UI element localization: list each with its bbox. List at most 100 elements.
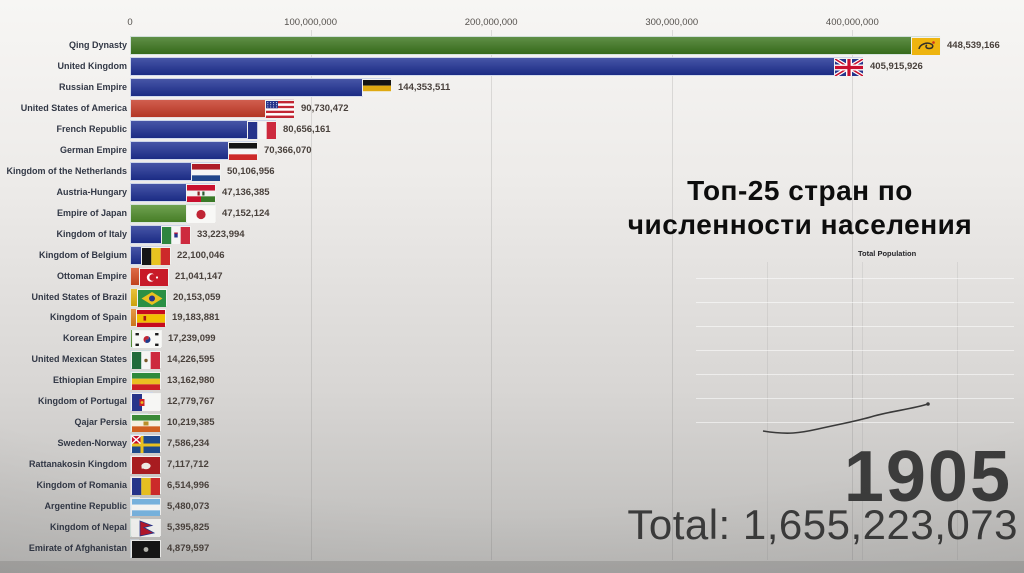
austria-hungary-flag-icon — [186, 184, 216, 202]
bar-row: Ottoman Empire 21,041,147 — [0, 267, 1024, 286]
population-value: 20,153,059 — [173, 292, 221, 303]
belgium-flag-icon — [141, 247, 171, 265]
population-value: 22,100,046 — [177, 250, 225, 261]
inset-gridline — [696, 278, 1014, 279]
population-value: 50,106,956 — [227, 166, 275, 177]
german-empire-flag-icon — [228, 142, 258, 160]
country-label: Qing Dynasty — [68, 40, 127, 50]
population-value: 47,152,124 — [222, 208, 270, 219]
united-kingdom-flag-icon — [834, 58, 864, 76]
qing-dynasty-flag-icon — [911, 37, 941, 55]
population-value: 14,226,595 — [167, 354, 215, 365]
bar-row: Qing Dynasty 448,539,166 — [0, 36, 1024, 55]
bar-row: Kingdom of Belgium 22,100,046 — [0, 246, 1024, 265]
bar-row: Kingdom of the Netherlands 50,106,956 — [0, 162, 1024, 181]
total-population-readout: Total: 1,655,223,073 — [627, 501, 1018, 548]
population-value: 10,219,385 — [167, 417, 215, 428]
population-value: 5,480,073 — [167, 501, 210, 512]
country-label: Kingdom of Italy — [56, 229, 128, 239]
country-label: Kingdom of Portugal — [38, 396, 127, 406]
population-bar — [130, 141, 257, 160]
chart-title-line1: Топ-25 стран по — [687, 175, 913, 206]
axis-tick-label: 100,000,000 — [284, 17, 337, 28]
population-bar — [130, 78, 391, 97]
inset-gridline — [696, 374, 1014, 375]
gridline — [852, 30, 853, 560]
bar-row: German Empire 70,366,070 — [0, 141, 1024, 160]
country-label: Sweden-Norway — [57, 438, 127, 448]
country-label: Korean Empire — [62, 333, 127, 343]
country-label: Ottoman Empire — [56, 271, 127, 281]
bar-row: Kingdom of Portugal 12,779,767 — [0, 392, 1024, 411]
bar-row: Kingdom of Italy 33,223,994 — [0, 225, 1024, 244]
bar-row: United States of America 90,730,472 — [0, 99, 1024, 118]
country-label: Argentine Republic — [44, 501, 127, 511]
country-label: French Republic — [56, 124, 127, 134]
bar-row: Emirate of Afghanistan 4,879,597 — [0, 539, 1024, 558]
axis-tick-label: 300,000,000 — [645, 17, 699, 28]
bar-row: Argentine Republic 5,480,073 — [0, 497, 1024, 516]
gridline — [311, 30, 312, 560]
bar-row: Sweden-Norway 7,586,234 — [0, 434, 1024, 453]
sweden-norway-flag-icon — [131, 435, 161, 453]
population-bar — [130, 57, 863, 76]
axis-tick-label: 200,000,000 — [464, 17, 518, 28]
country-label: Kingdom of Romania — [36, 480, 128, 490]
russian-empire-flag-icon — [362, 79, 392, 97]
population-bar — [130, 99, 294, 118]
portugal-flag-icon — [131, 393, 161, 411]
population-value: 5,395,825 — [167, 522, 210, 533]
ethiopia-flag-icon — [131, 372, 161, 390]
bar-row: Ethiopian Empire 13,162,980 — [0, 371, 1024, 390]
bar-row: Rattanakosin Kingdom 7,117,712 — [0, 455, 1024, 474]
country-label: United States of Brazil — [31, 292, 127, 302]
population-value: 6,514,996 — [167, 480, 210, 491]
nepal-flag-icon — [131, 519, 161, 537]
afghanistan-flag-icon — [131, 540, 161, 558]
country-label: United Kingdom — [57, 61, 128, 71]
italy-flag-icon — [161, 226, 191, 244]
population-value: 448,539,166 — [947, 40, 1000, 51]
rattanakosin-flag-icon — [131, 456, 161, 474]
bar-row: Kingdom of Romania 6,514,996 — [0, 476, 1024, 495]
chart-title-line2: численности населения — [627, 209, 973, 240]
spain-flag-icon — [136, 309, 166, 327]
population-value: 7,117,712 — [167, 459, 209, 470]
france-flag-icon — [247, 121, 277, 139]
population-value: 144,353,511 — [398, 82, 451, 93]
japan-flag-icon — [186, 205, 216, 223]
population-value: 21,041,147 — [175, 271, 223, 282]
population-bar — [130, 36, 940, 55]
population-value: 7,586,234 — [167, 438, 210, 449]
bar-row: Russian Empire 144,353,511 — [0, 78, 1024, 97]
usa-flag-icon — [265, 100, 295, 118]
country-label: Kingdom of the Netherlands — [6, 166, 127, 176]
bar-row: Kingdom of Nepal 5,395,825 — [0, 518, 1024, 537]
inset-gridline — [696, 398, 1014, 399]
inset-gridline — [696, 326, 1014, 327]
inset-chart-title: Total Population — [858, 249, 917, 258]
bar-row: Empire of Japan 47,152,124 — [0, 204, 1024, 223]
bar-row: Austria-Hungary 47,136,385 — [0, 183, 1024, 202]
netherlands-flag-icon — [191, 163, 221, 181]
country-label: United States of America — [20, 103, 127, 113]
argentina-flag-icon — [131, 498, 161, 516]
population-value: 17,239,099 — [168, 333, 216, 344]
population-value: 12,779,767 — [167, 396, 215, 407]
bar-row: Korean Empire 17,239,099 — [0, 329, 1024, 348]
country-label: Empire of Japan — [56, 208, 127, 218]
bar-row: United Kingdom 405,915,926 — [0, 57, 1024, 76]
country-label: Ethiopian Empire — [52, 375, 127, 385]
country-label: Rattanakosin Kingdom — [28, 459, 127, 469]
axis-tick-label: 0 — [127, 17, 133, 28]
country-label: Kingdom of Nepal — [50, 522, 127, 532]
population-value: 19,183,881 — [172, 312, 220, 323]
axis-tick-label: 400,000,000 — [825, 17, 879, 28]
inset-gridline — [696, 350, 1014, 351]
population-value: 13,162,980 — [167, 375, 215, 386]
inset-gridline — [696, 302, 1014, 303]
gridline — [491, 30, 492, 560]
country-label: Kingdom of Spain — [50, 312, 127, 322]
population-value: 90,730,472 — [301, 103, 349, 114]
